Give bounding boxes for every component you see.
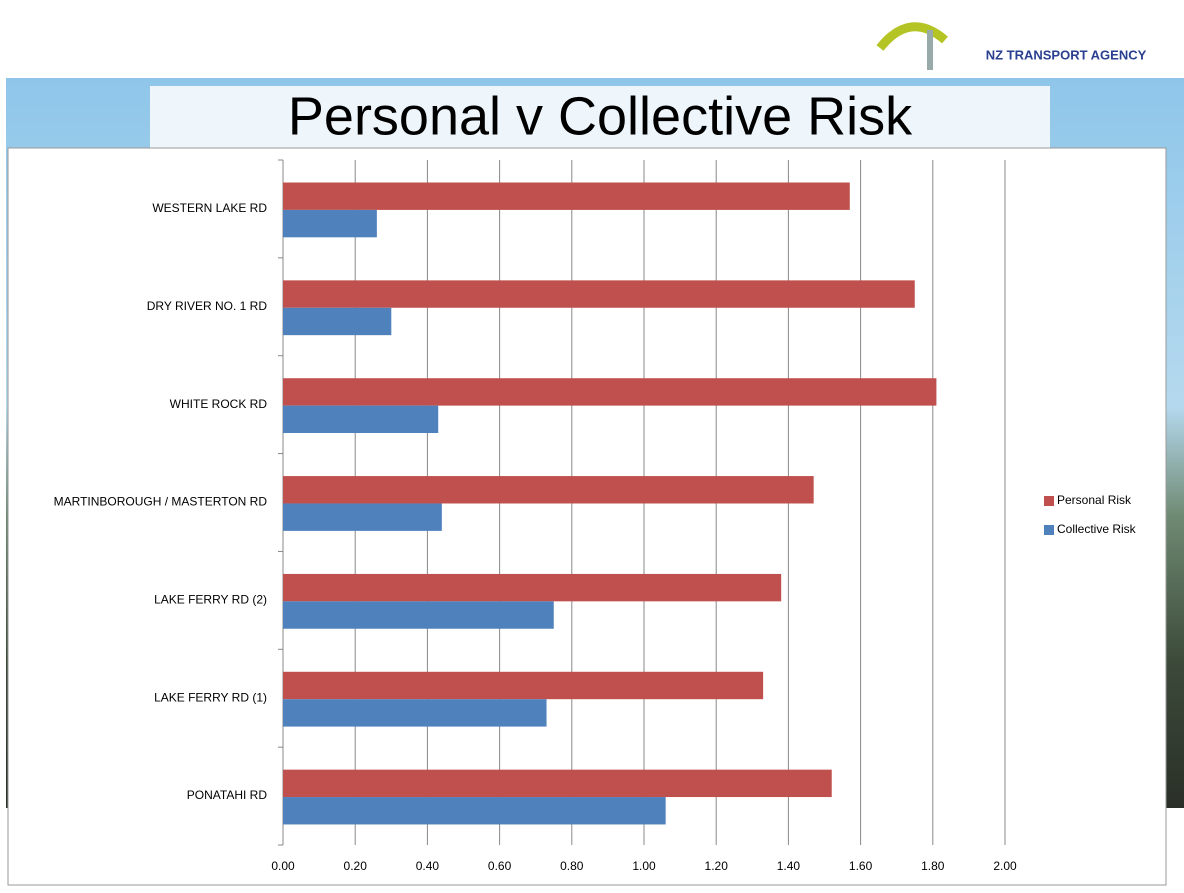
bar bbox=[283, 699, 547, 726]
x-tick-label: 1.20 bbox=[705, 859, 729, 873]
y-tick-label: WHITE ROCK RD bbox=[170, 397, 268, 411]
x-tick-label: 0.00 bbox=[271, 859, 295, 873]
page: Personal v Collective Risk NZ TRANSPORT … bbox=[0, 0, 1184, 888]
x-tick-label: 0.20 bbox=[344, 859, 368, 873]
bar bbox=[283, 770, 832, 797]
y-tick-label: LAKE FERRY RD (2) bbox=[154, 593, 267, 607]
x-tick-label: 1.00 bbox=[632, 859, 656, 873]
legend-label: Collective Risk bbox=[1057, 522, 1137, 536]
y-tick-label: PONATAHI RD bbox=[187, 788, 268, 802]
legend-swatch bbox=[1044, 525, 1054, 535]
bar bbox=[283, 280, 915, 307]
bar bbox=[283, 797, 666, 824]
x-tick-label: 1.40 bbox=[777, 859, 801, 873]
logo-text: NZ TRANSPORT AGENCY bbox=[986, 47, 1147, 62]
y-tick-label: MARTINBOROUGH / MASTERTON RD bbox=[54, 495, 268, 509]
y-tick-label: LAKE FERRY RD (1) bbox=[154, 690, 267, 704]
bar bbox=[283, 601, 554, 628]
x-tick-label: 1.60 bbox=[849, 859, 873, 873]
bar bbox=[283, 378, 936, 405]
bar bbox=[283, 574, 781, 601]
x-tick-label: 1.80 bbox=[921, 859, 945, 873]
x-tick-label: 0.40 bbox=[416, 859, 440, 873]
bar bbox=[283, 476, 814, 503]
y-tick-label: WESTERN LAKE RD bbox=[152, 201, 267, 215]
y-tick-label: DRY RIVER NO. 1 RD bbox=[147, 299, 268, 313]
bar bbox=[283, 406, 438, 433]
slide: Personal v Collective Risk NZ TRANSPORT … bbox=[0, 0, 1184, 888]
legend-label: Personal Risk bbox=[1057, 493, 1132, 507]
x-tick-label: 0.60 bbox=[488, 859, 512, 873]
x-tick-label: 0.80 bbox=[560, 859, 584, 873]
x-tick-label: 2.00 bbox=[993, 859, 1017, 873]
bar bbox=[283, 503, 442, 530]
slide-title: Personal v Collective Risk bbox=[288, 86, 913, 146]
bar bbox=[283, 672, 763, 699]
bar bbox=[283, 210, 377, 237]
bar bbox=[283, 183, 850, 210]
bar bbox=[283, 308, 391, 335]
legend-swatch bbox=[1044, 496, 1054, 506]
